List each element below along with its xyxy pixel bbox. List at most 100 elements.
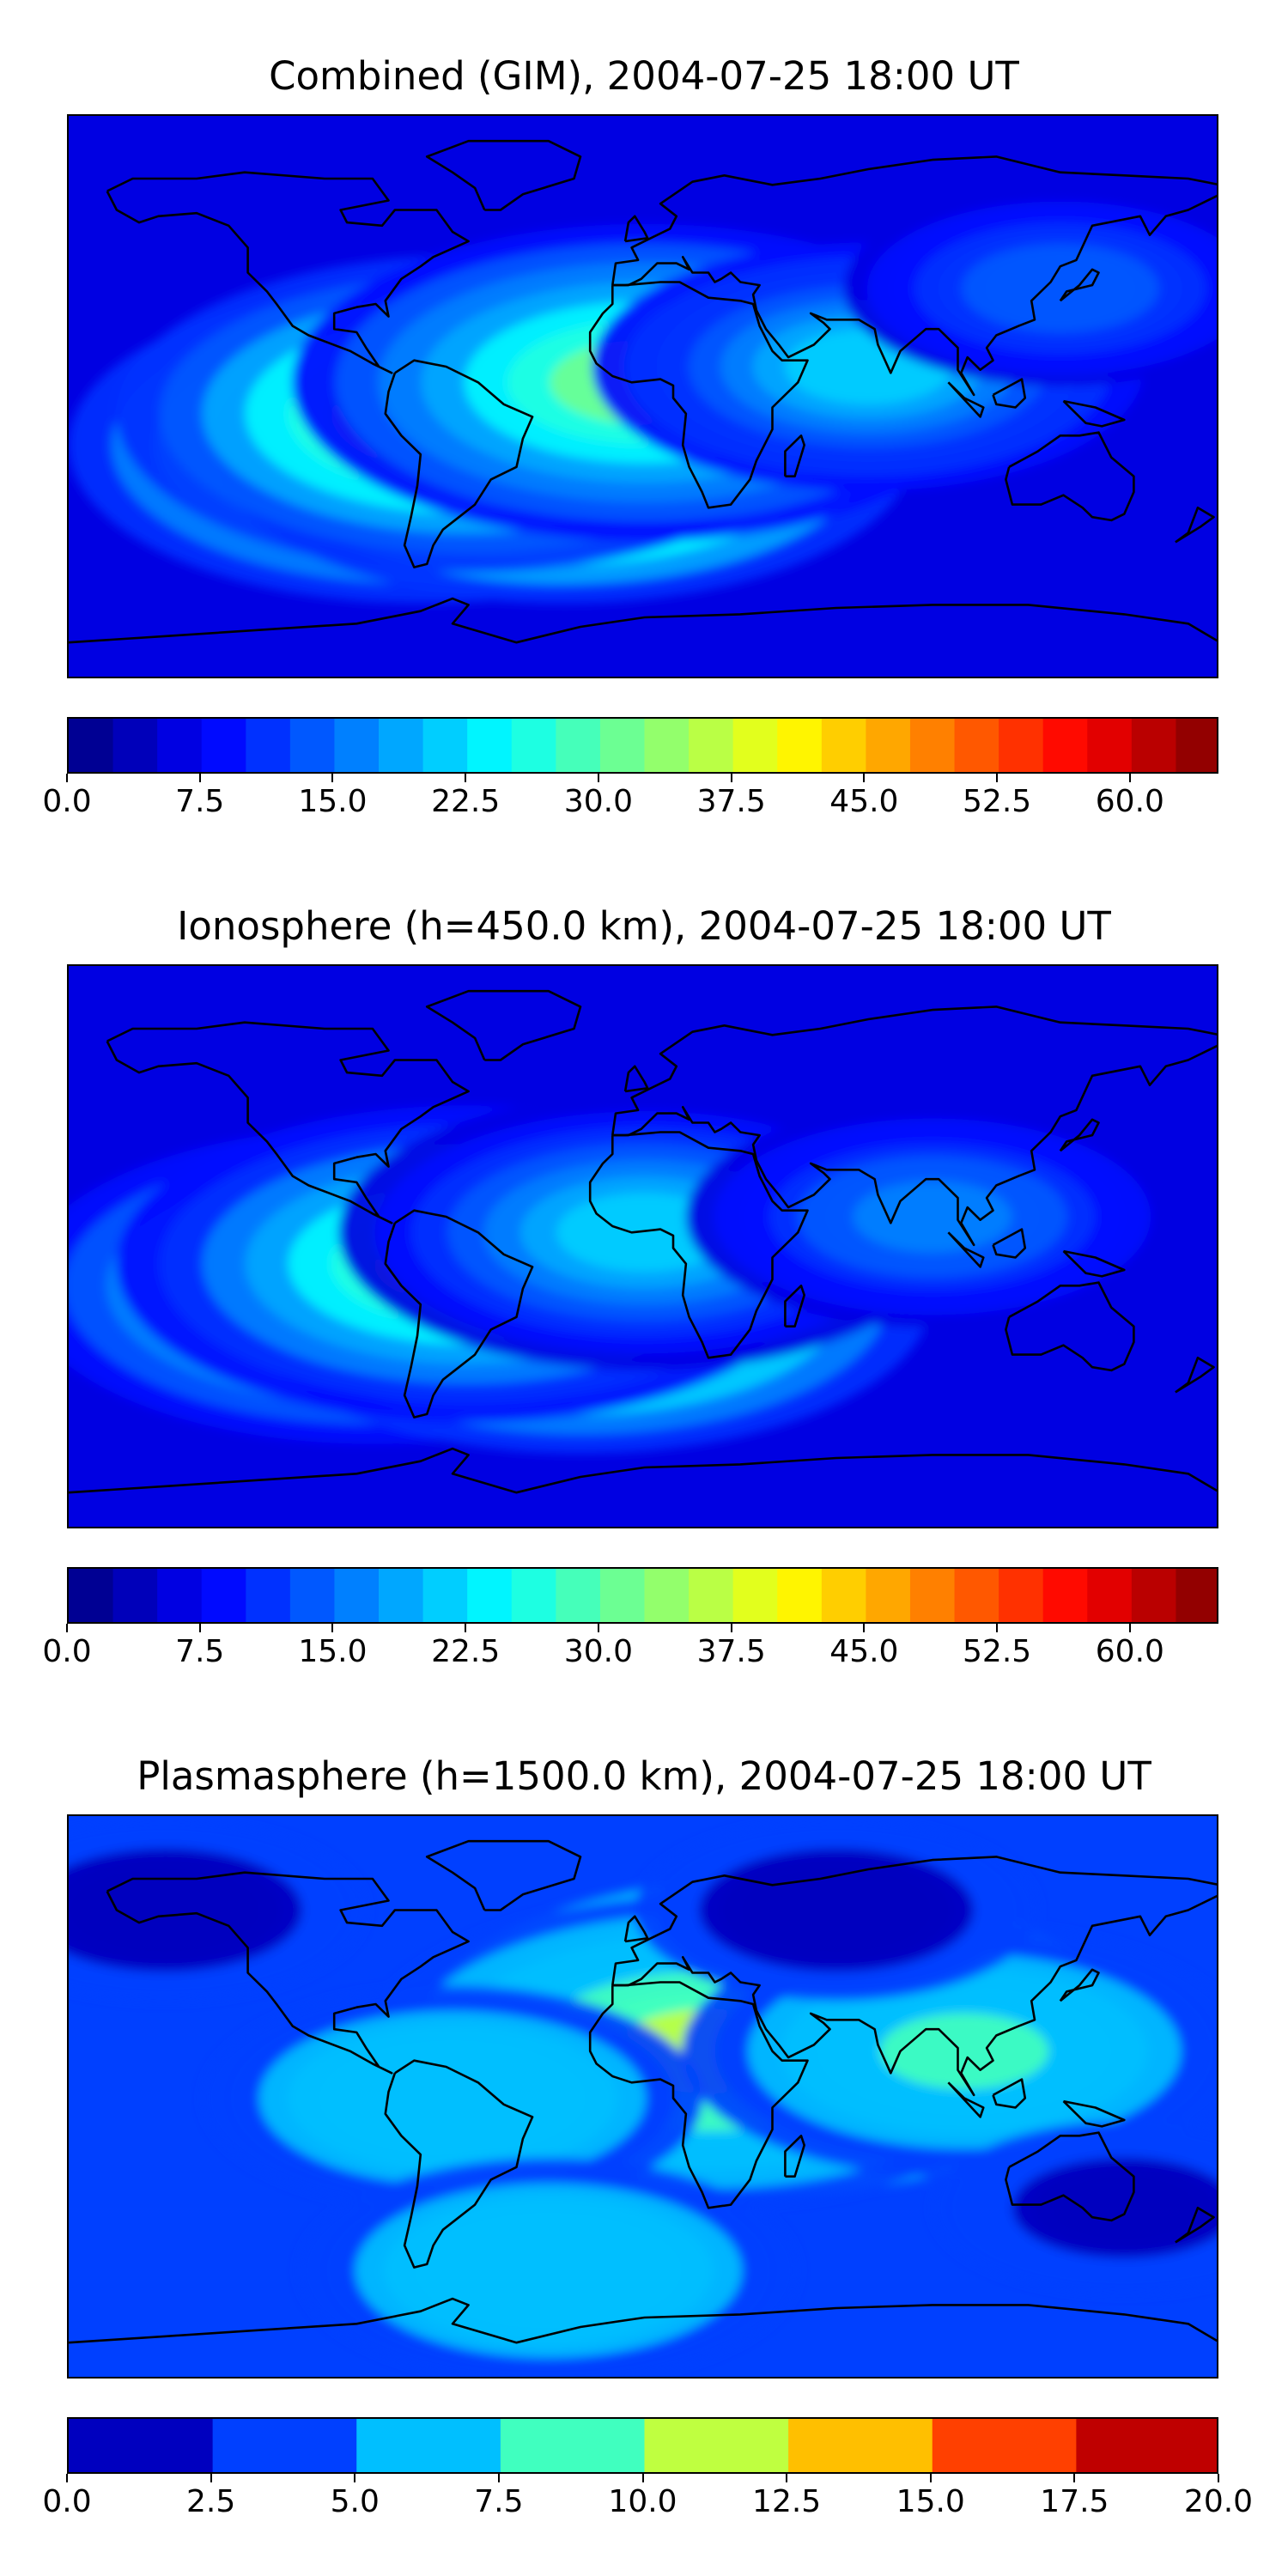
- coastlines: [69, 139, 1217, 644]
- coastline-12: [623, 215, 649, 243]
- colorbar-level-20: [954, 1569, 999, 1622]
- colorbar-level-8: [422, 719, 468, 772]
- coastline-13: [1175, 1357, 1215, 1394]
- colorbar-level-2: [157, 719, 203, 772]
- colorbar-tick-label: 22.5: [431, 1634, 501, 1669]
- coastline-5: [1005, 2131, 1135, 2222]
- colorbar-tick-label: 22.5: [431, 784, 501, 819]
- colorbar-tick-mark: [331, 1624, 334, 1632]
- colorbar-tick-label: 7.5: [474, 2484, 524, 2519]
- colorbar-level-0: [69, 719, 114, 772]
- colorbar-tick-label: 20.0: [1183, 2484, 1254, 2519]
- colorbar-level-23: [1087, 1569, 1133, 1622]
- colorbar-tick-label: 5.0: [330, 2484, 380, 2519]
- colorbar-level-0: [69, 1569, 114, 1622]
- colorbar-level-18: [866, 1569, 911, 1622]
- colorbar-level-5: [289, 1569, 336, 1622]
- colorbar-level-2: [157, 1569, 203, 1622]
- colorbar-tick-mark: [786, 2474, 788, 2482]
- colorbar-level-15: [732, 1569, 779, 1622]
- colorbar-tick-mark: [597, 774, 599, 782]
- coastline-5: [1005, 431, 1135, 522]
- colorbar-tick-label: 45.0: [829, 1634, 899, 1669]
- coastline-9: [1059, 1968, 1100, 2002]
- colorbar-tick-label: 12.5: [752, 2484, 822, 2519]
- colorbar-level-23: [1087, 719, 1133, 772]
- coastline-13: [1175, 507, 1215, 544]
- colorbar-tick-label: 7.5: [175, 784, 225, 819]
- coastline-3: [588, 1981, 809, 2209]
- colorbar-tick-label: 60.0: [1095, 1634, 1164, 1669]
- map-ionosphere: [67, 964, 1218, 1528]
- colorbar-level-22: [1042, 719, 1089, 772]
- panel-title-ionosphere: Ionosphere (h=450.0 km), 2004-07-25 18:0…: [177, 903, 1111, 949]
- colorbar-level-16: [777, 719, 823, 772]
- coastline-7: [992, 378, 1027, 409]
- colorbar-tick-label: 45.0: [829, 784, 899, 819]
- colorbar-level-13: [644, 1569, 690, 1622]
- colorbar-level-24: [1131, 1569, 1177, 1622]
- contour-band-5-1: [985, 254, 1136, 323]
- colorbar-tick-mark: [730, 1624, 732, 1632]
- colorbar-tick-label: 30.0: [563, 1634, 633, 1669]
- colorbar-tick-mark: [996, 1624, 999, 1632]
- coastline-4: [611, 155, 1217, 397]
- colorbar-level-6: [334, 1569, 380, 1622]
- colorbar-level-3: [201, 719, 247, 772]
- colorbar-tick-mark: [1128, 774, 1131, 782]
- colorbar-tick-mark: [863, 1624, 866, 1632]
- colorbar-tick-mark: [863, 774, 866, 782]
- colorbar-level-19: [909, 719, 956, 772]
- colorbar-tick-mark: [354, 2474, 356, 2482]
- colorbar-tick-label: 0.0: [42, 784, 92, 819]
- colorbar-level-4: [246, 1569, 291, 1622]
- coastline-4: [611, 1856, 1217, 2097]
- colorbar-tick-mark: [1218, 2474, 1219, 2482]
- contour-band-7-1: [1052, 2175, 1196, 2240]
- colorbar-level-4: [644, 2419, 789, 2472]
- coastline-6: [947, 381, 985, 418]
- coastline-0: [106, 1871, 470, 2075]
- colorbar-level-7: [379, 719, 424, 772]
- colorbar-level-24: [1131, 719, 1177, 772]
- coastline-5: [1005, 1281, 1135, 1372]
- colorbar-tick-mark: [597, 1624, 599, 1632]
- colorbar-level-14: [689, 719, 734, 772]
- coastline-2: [425, 139, 582, 211]
- panel-title-combined: Combined (GIM), 2004-07-25 18:00 UT: [269, 53, 1019, 99]
- colorbar-level-5: [788, 2419, 933, 2472]
- colorbar-level-1: [112, 719, 158, 772]
- colorbar-level-1: [112, 1569, 158, 1622]
- colorbar-tick-mark: [996, 774, 999, 782]
- coastline-12: [623, 1915, 649, 1943]
- colorbar-level-16: [777, 1569, 823, 1622]
- colorbar-tick-mark: [641, 2474, 644, 2482]
- colorbar-level-2: [356, 2419, 501, 2472]
- colorbar-tick-label: 17.5: [1040, 2484, 1109, 2519]
- coastline-8: [1062, 1249, 1126, 1278]
- colorbar-level-5: [289, 719, 336, 772]
- colorbar-level-1: [212, 2419, 358, 2472]
- colorbar-level-6: [932, 2419, 1078, 2472]
- colorbar-tick-label: 15.0: [298, 784, 368, 819]
- coastline-3: [588, 1131, 809, 1359]
- colorbar-plasmasphere: [67, 2417, 1218, 2474]
- colorbar-tick-label: 60.0: [1095, 784, 1164, 819]
- coastline-8: [1062, 2099, 1126, 2128]
- colorbar-level-10: [511, 719, 557, 772]
- colorbar-level-11: [556, 1569, 601, 1622]
- contour-band-4-1: [853, 1181, 1012, 1253]
- colorbar-level-17: [821, 719, 867, 772]
- colorbar-tick-mark: [66, 774, 68, 782]
- colorbar-tick-label: 0.0: [42, 2484, 92, 2519]
- colorbar-tick-mark: [210, 2474, 212, 2482]
- coastline-11: [69, 597, 1217, 644]
- colorbar-ionosphere: [67, 1567, 1218, 1624]
- coastline-11: [69, 2297, 1217, 2344]
- coastline-10: [784, 434, 805, 477]
- colorbar-level-6: [334, 719, 380, 772]
- contour-band-6-1: [91, 1877, 238, 1943]
- colorbar-level-12: [599, 719, 646, 772]
- coastline-1: [384, 1209, 534, 1419]
- colorbar-level-25: [1176, 1569, 1217, 1622]
